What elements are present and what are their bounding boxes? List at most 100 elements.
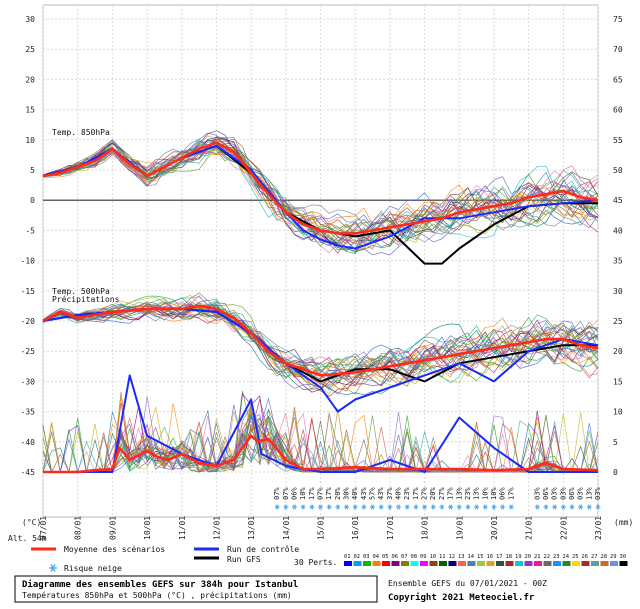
snow-risk-value: 06% (542, 487, 550, 500)
snowflake-icon (482, 504, 488, 510)
snow-risk-value: 17% (447, 487, 455, 500)
member-number: 11 (439, 554, 446, 560)
snow-risk-value: 06% (290, 487, 298, 500)
member-line (42, 132, 599, 256)
y-tick-right: 40 (613, 226, 623, 235)
snowflake-icon (49, 564, 57, 572)
x-tick-label: 16/01 (351, 516, 360, 540)
y-tick-left: -15 (21, 287, 36, 296)
y-tick-left: -25 (21, 347, 36, 356)
member-number: 14 (468, 554, 475, 560)
member-number: 29 (610, 554, 617, 560)
member-swatch (534, 561, 542, 566)
member-number: 21 (534, 554, 541, 560)
member-number: 19 (515, 554, 522, 560)
x-axis: 07/01 08/01 09/01 10/01 11/01 12/01 13/01 14/01… (39, 516, 603, 540)
snow-risk-value: 06% (499, 487, 507, 500)
member-number: 24 (563, 554, 570, 560)
y-tick-left: 20 (25, 75, 35, 84)
member-number: 23 (553, 554, 560, 560)
x-tick-label: 14/01 (282, 516, 291, 540)
chart-title: Diagramme des ensembles GEFS sur 384h po… (22, 579, 298, 590)
member-swatch (344, 561, 352, 566)
snowflake-icon (465, 504, 471, 510)
x-tick-label: 09/01 (108, 516, 117, 540)
x-tick-label: 18/01 (421, 516, 430, 540)
member-line (42, 304, 599, 387)
y-tick-right: 50 (613, 166, 623, 175)
snow-risk-value: 20% (334, 487, 342, 500)
member-line (42, 139, 599, 251)
snowflake-icon (586, 504, 592, 510)
x-tick-label: 20/01 (490, 516, 499, 540)
snowflake-icon (300, 504, 306, 510)
member-swatch (353, 561, 362, 566)
member-line (42, 146, 599, 238)
member-swatch (382, 561, 390, 566)
right-axis-unit: (mm) (614, 518, 633, 527)
member-swatch (581, 561, 590, 566)
y-tick-right: 25 (613, 317, 623, 326)
member-line (42, 297, 599, 380)
member-number: 04 (373, 554, 380, 560)
y-tick-left: -40 (21, 438, 36, 447)
y-tick-left: 30 (25, 15, 35, 24)
snow-risk-value: 03% (594, 487, 602, 500)
member-number: 07 (401, 554, 408, 560)
member-swatch (420, 561, 428, 566)
y-tick-right: 65 (613, 75, 623, 84)
series-t850 (42, 141, 599, 235)
y-tick-left: 0 (30, 196, 35, 205)
member-swatch (363, 561, 371, 566)
snowflake-icon (404, 504, 410, 510)
copyright: Copyright 2021 Meteociel.fr (388, 592, 535, 603)
member-number: 01 (344, 554, 351, 560)
y-tick-right: 5 (613, 438, 618, 447)
snowflake-icon (335, 504, 341, 510)
snowflake-icon (430, 504, 436, 510)
member-swatch (401, 561, 409, 566)
member-swatch (467, 561, 476, 566)
member-swatches: 01 02 03 04 05 06 07 08 09 10 11 12 13 14 15 16 17 18 19 20… (344, 554, 628, 566)
y-tick-right: 35 (613, 257, 623, 266)
x-tick-label: 23/01 (594, 516, 603, 540)
snow-risk-value: 17% (308, 487, 316, 500)
member-line (42, 301, 599, 379)
x-tick-label: 12/01 (212, 516, 221, 540)
x-tick-label: 19/01 (455, 516, 464, 540)
altitude-label: Alt. 54m (8, 534, 47, 543)
chart-subtitle: Températures 850hPa et 500hPa (°C) , pré… (22, 590, 292, 600)
y-tick-right: 75 (613, 15, 623, 24)
member-swatch (572, 561, 580, 566)
series-precip (43, 434, 599, 474)
legend-control-label: Run de contrôle (227, 544, 299, 554)
member-number: 03 (363, 554, 370, 560)
x-tick-label: 11/01 (178, 516, 187, 540)
member-line (42, 299, 599, 385)
y-tick-left: 10 (25, 136, 35, 145)
y-tick-right: 0 (613, 468, 618, 477)
snow-risk-value: 30% (343, 487, 351, 500)
snowflake-icon (552, 504, 558, 510)
member-line (42, 135, 599, 249)
snow-risk-value: 43% (360, 487, 368, 500)
snowflake-icon (543, 504, 549, 510)
member-swatch (429, 561, 438, 566)
member-number: 08 (411, 554, 418, 560)
snow-risk-value: 43% (377, 487, 385, 500)
main-series (42, 141, 599, 474)
legend-perts-label: 30 Perts. (294, 558, 337, 567)
snow-risk-value: 06% (568, 487, 576, 500)
snow-risk-value: 17% (325, 487, 333, 500)
member-number: 12 (449, 554, 456, 560)
snow-risk-value: 17% (507, 487, 515, 500)
member-line (42, 306, 599, 381)
snow-risk-value: 03% (551, 487, 559, 500)
member-number: 17 (496, 554, 503, 560)
snow-risk-value: 10% (299, 487, 307, 500)
member-swatch (591, 561, 599, 566)
label-t850: Temp. 850hPa (52, 128, 110, 137)
member-swatch (610, 561, 618, 566)
